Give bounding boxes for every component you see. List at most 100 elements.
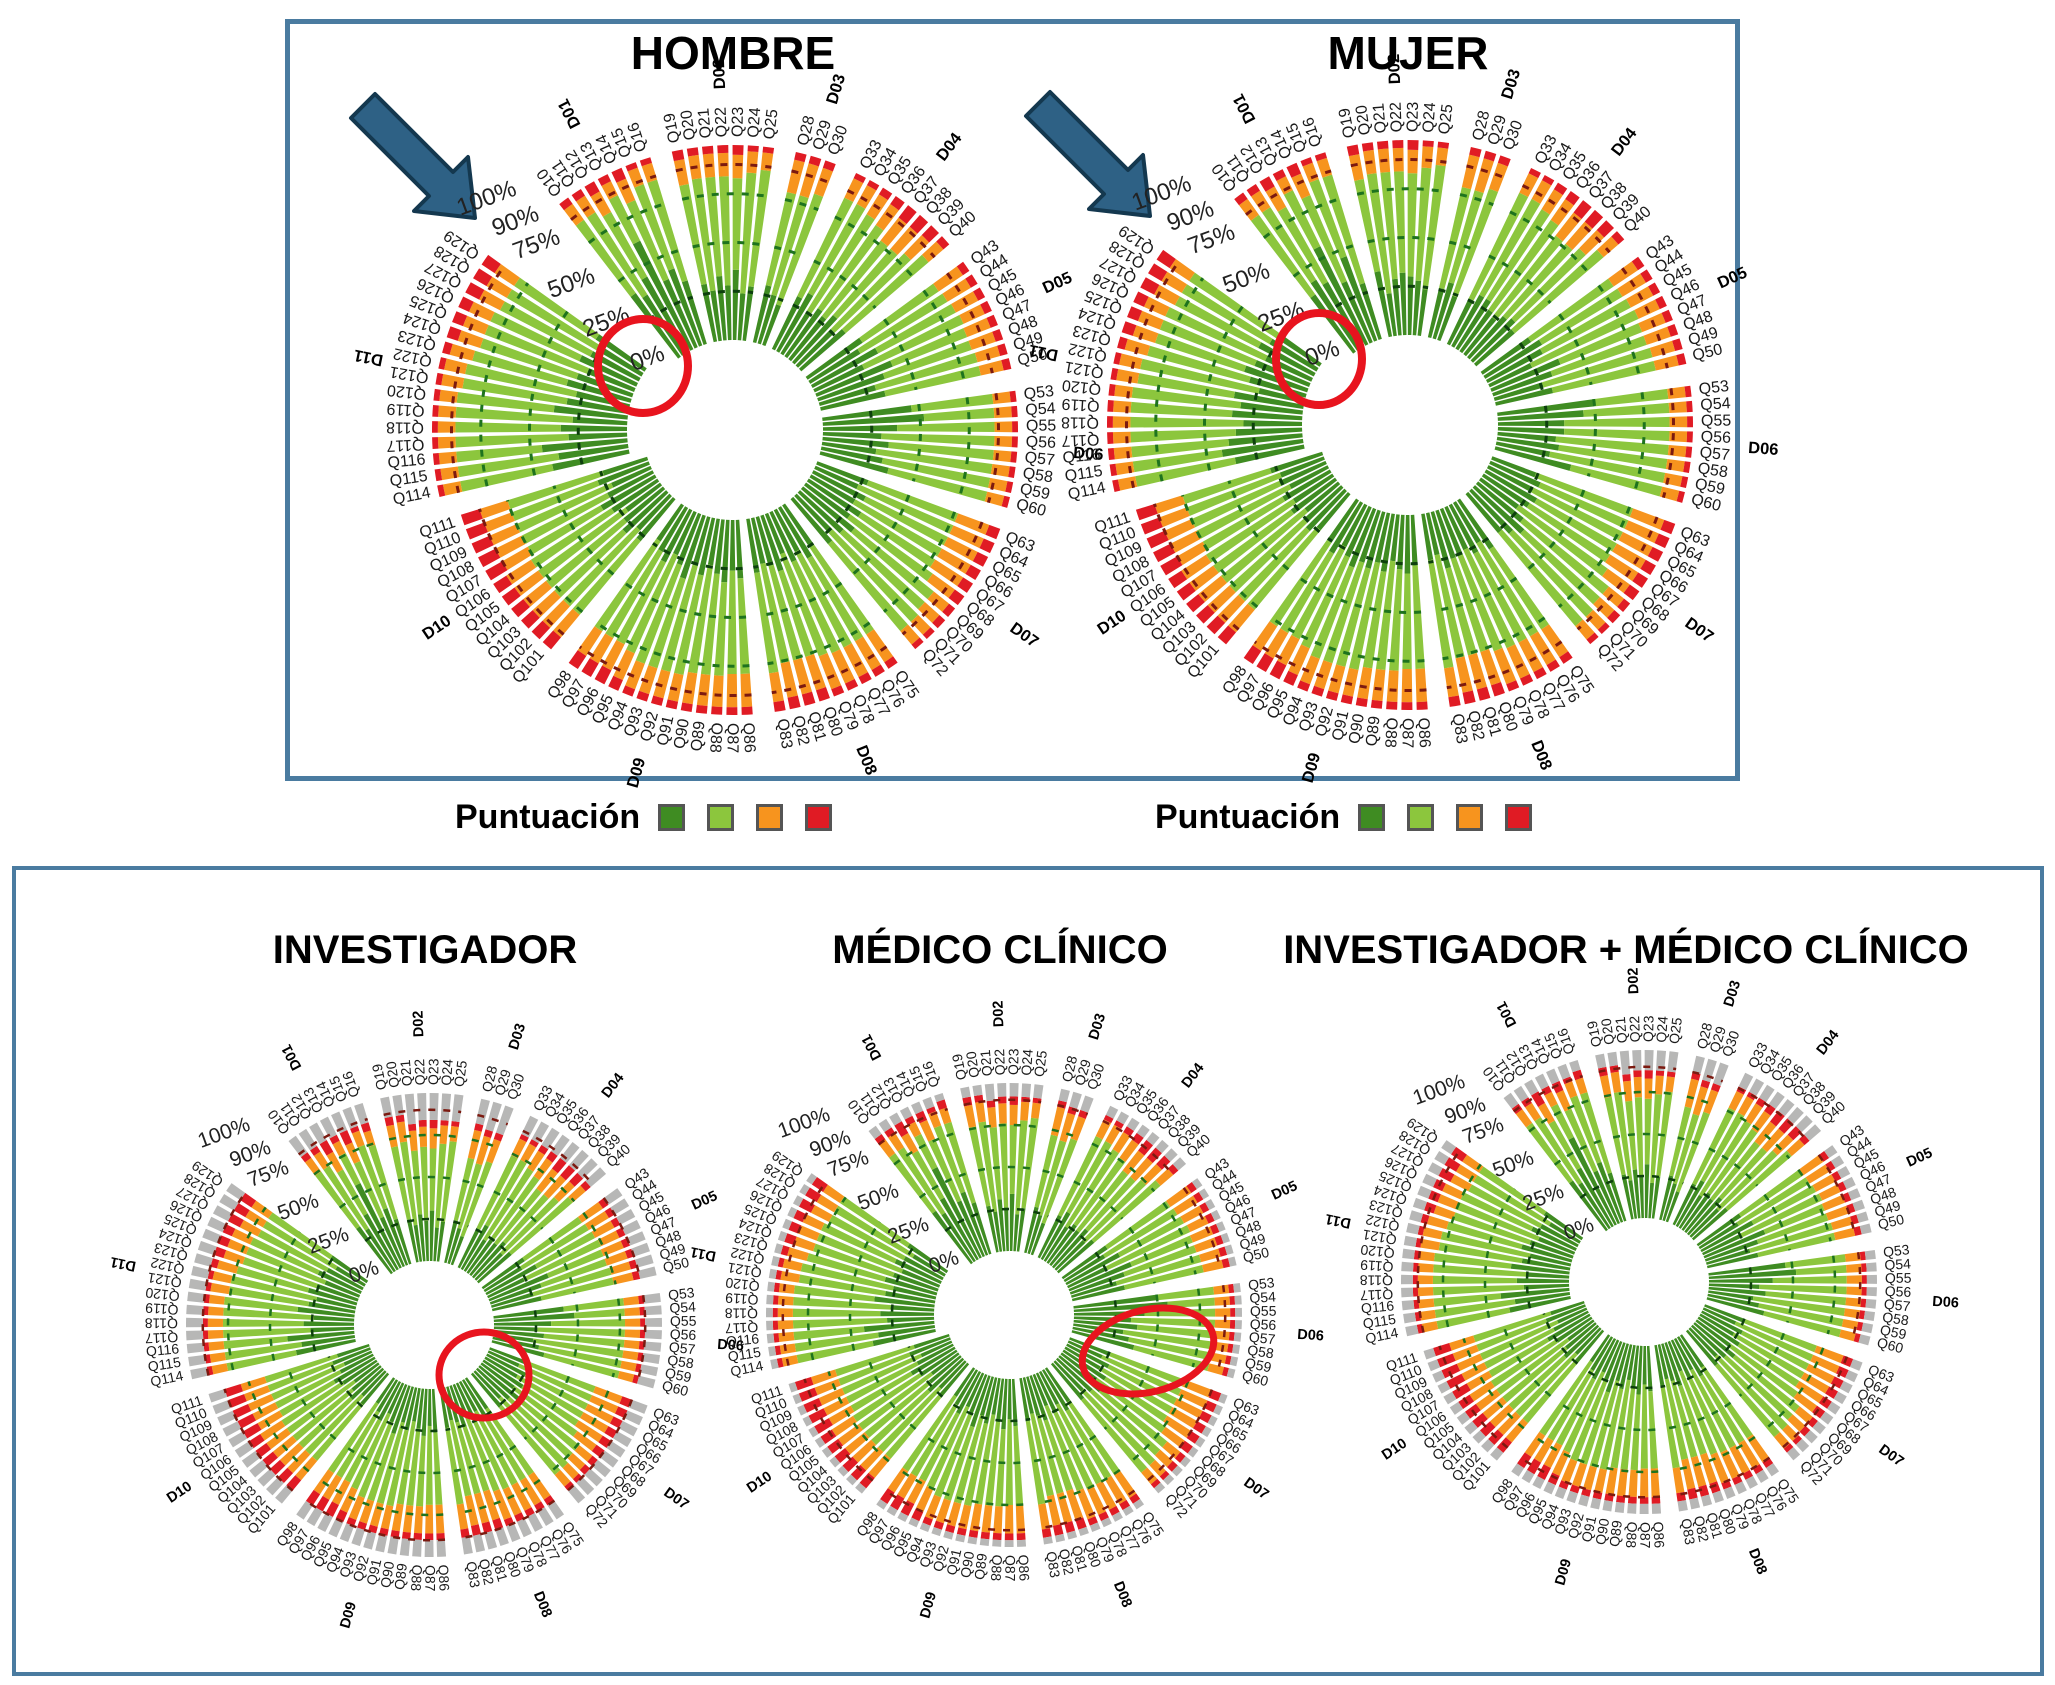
bar-segment	[483, 1129, 494, 1138]
question-label: Q86	[739, 722, 758, 753]
bar-segment	[1386, 701, 1398, 710]
bar-segment	[567, 1452, 586, 1471]
bar-segment	[1460, 1192, 1534, 1232]
bar-segment	[440, 466, 460, 481]
title-investigador: INVESTIGADOR	[272, 928, 578, 972]
bar-segment	[1700, 1494, 1713, 1507]
bar-segment	[1689, 1208, 1720, 1238]
question-label: Q22	[1388, 102, 1406, 133]
bar-segment	[1186, 594, 1205, 613]
bar-segment	[186, 1304, 204, 1315]
bar-segment	[1154, 1482, 1166, 1494]
bar-segment	[626, 552, 678, 654]
bar-segment	[1493, 382, 1544, 401]
bar-segment	[1328, 664, 1346, 694]
bar-segment	[1500, 1287, 1570, 1299]
bar-segment	[460, 463, 554, 492]
bar-segment	[1392, 278, 1402, 336]
question-label: Q82	[1464, 709, 1487, 742]
question-label: Q53	[1882, 1241, 1910, 1260]
bar-segment	[310, 1326, 355, 1333]
bar-segment	[1686, 1196, 1723, 1236]
bar-segment	[1213, 1404, 1223, 1416]
bar-segment	[919, 1522, 931, 1533]
bar-segment	[508, 1196, 573, 1255]
bar-segment	[1702, 1058, 1717, 1083]
bar-segment	[375, 1377, 396, 1405]
bar-segment	[446, 326, 462, 341]
gridline-arc	[1850, 1252, 1862, 1342]
bar-segment	[530, 508, 615, 568]
bar-segment	[1833, 1227, 1856, 1241]
gridline-arc	[1055, 1218, 1092, 1247]
bar-segment	[543, 1333, 625, 1348]
bar-segment	[511, 599, 530, 618]
bar-segment	[1540, 1224, 1579, 1248]
bar-segment	[1701, 1365, 1753, 1439]
gridline-arc	[1534, 1436, 1659, 1474]
bar-segment	[457, 1163, 483, 1230]
bar-segment	[1341, 281, 1373, 344]
bar-segment	[1165, 307, 1268, 361]
gridline-arc	[595, 621, 750, 668]
bar-segment	[1723, 1354, 1793, 1421]
bar-segment	[1016, 1539, 1027, 1547]
bar-segment	[1704, 1239, 1759, 1262]
bar-segment	[431, 421, 438, 433]
bar-segment	[425, 1504, 434, 1534]
bar-segment	[968, 1373, 988, 1416]
bar-segment	[636, 690, 650, 702]
bar-segment	[217, 1410, 237, 1426]
bar-segment	[483, 1167, 534, 1242]
bar-segment	[461, 1536, 473, 1555]
bar-segment	[817, 373, 885, 402]
bar-segment	[1533, 667, 1547, 680]
bar-segment	[1768, 1091, 1785, 1109]
bar-segment	[324, 1280, 361, 1298]
bar-segment	[361, 1370, 387, 1397]
bar-segment	[643, 1293, 661, 1304]
bar-segment	[1433, 1253, 1512, 1269]
bar-segment	[1673, 1337, 1694, 1371]
red-highlight-circle	[1078, 1304, 1218, 1398]
bar-segment	[1038, 1140, 1067, 1216]
gridline-arc	[771, 645, 888, 695]
bar-segment	[305, 1394, 364, 1455]
bar-segment	[839, 1196, 910, 1248]
domain-label: D08	[1110, 1579, 1135, 1610]
bar-segment	[603, 1188, 623, 1205]
bar-segment	[784, 308, 823, 359]
bar-segment	[1122, 1329, 1214, 1350]
bar-segment	[970, 1375, 991, 1428]
bar-segment	[1417, 1287, 1434, 1297]
bar-segment	[301, 1334, 356, 1348]
bar-segment	[981, 1505, 993, 1533]
bar-segment	[800, 486, 855, 533]
gridline-arc	[760, 581, 843, 617]
bar-segment	[1585, 609, 1606, 630]
bar-segment	[1630, 1394, 1641, 1471]
bar-segment	[387, 1536, 399, 1555]
bar-segment	[610, 1198, 630, 1215]
bar-segment	[486, 276, 512, 298]
question-label: Q19	[949, 1052, 970, 1081]
bar-segment	[1434, 1299, 1516, 1318]
bar-segment	[597, 1230, 620, 1247]
bar-segment	[1639, 1497, 1649, 1504]
bar-segment	[1531, 487, 1623, 541]
gridline-arc	[511, 1152, 576, 1203]
bar-segment	[1103, 1208, 1178, 1259]
bar-segment	[765, 191, 797, 287]
bar-segment	[1234, 192, 1248, 206]
bar-segment	[516, 1518, 532, 1538]
bar-segment	[1069, 1337, 1111, 1357]
bar-segment	[1111, 1511, 1123, 1522]
bar-segment	[1553, 182, 1568, 196]
bar-segment	[1676, 1111, 1710, 1193]
bar-segment	[928, 1355, 962, 1384]
bar-segment	[1380, 513, 1395, 572]
bar-segment	[1619, 1344, 1633, 1390]
bar-segment	[794, 549, 852, 648]
bar-segment	[433, 1432, 443, 1505]
bar-segment	[1154, 1449, 1173, 1468]
